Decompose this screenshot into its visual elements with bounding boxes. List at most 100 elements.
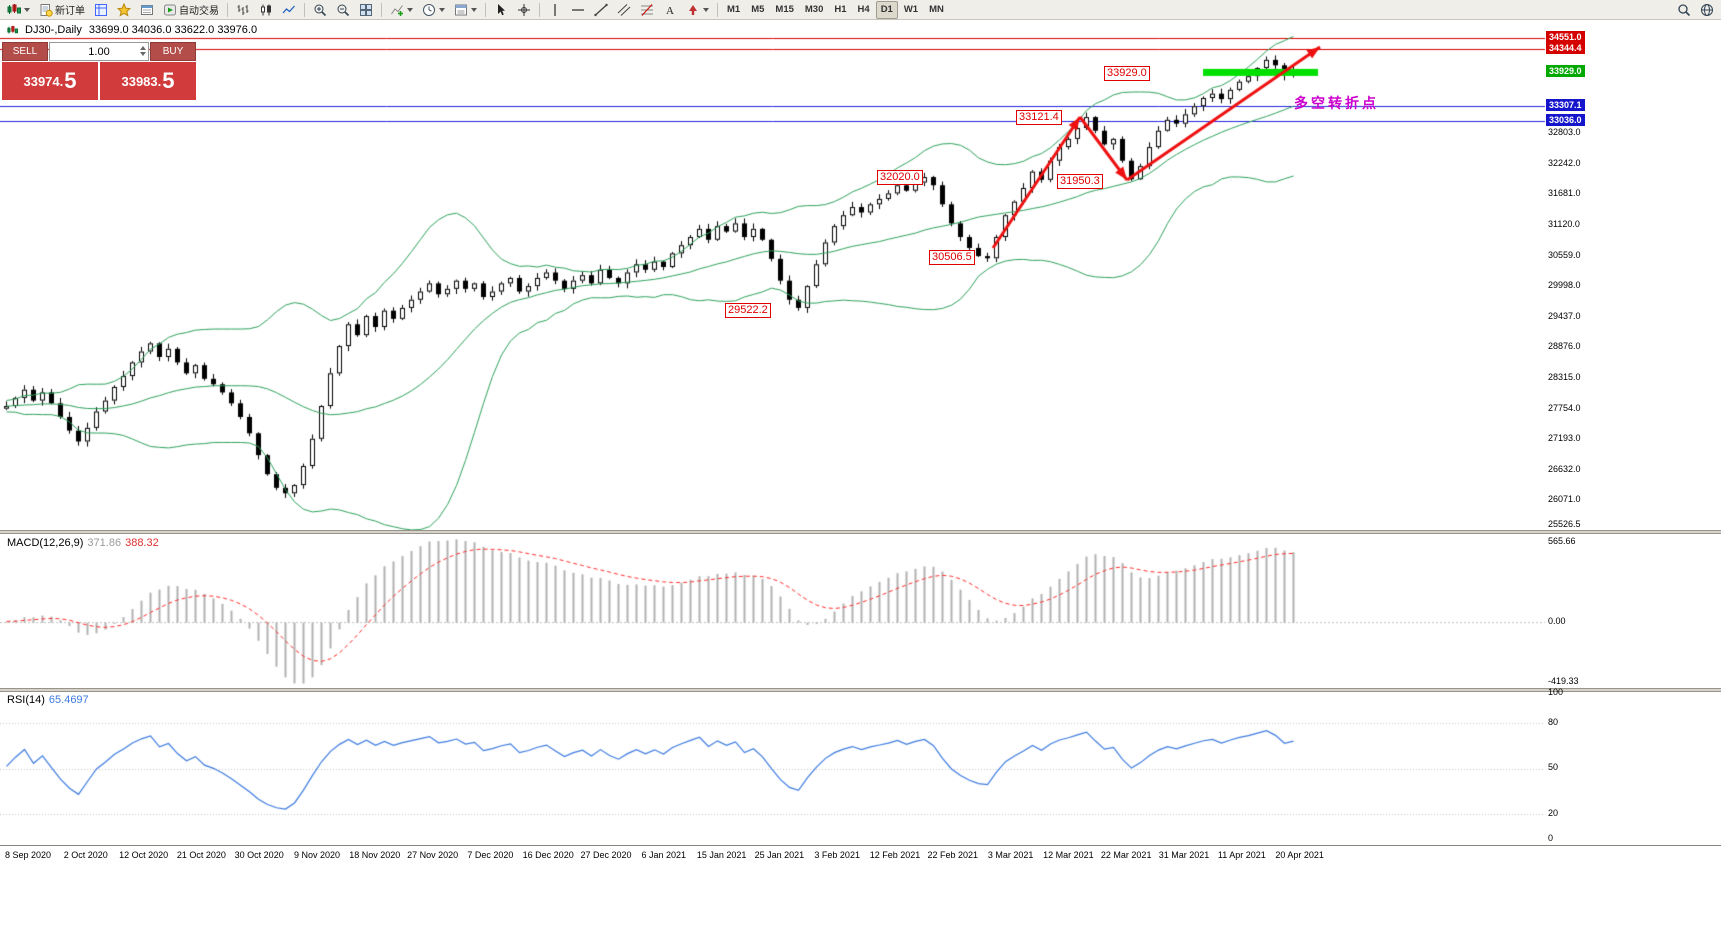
rsi-canvas[interactable] xyxy=(0,692,1721,845)
trendline-button[interactable] xyxy=(590,1,612,19)
horizontal-line-button[interactable] xyxy=(567,1,589,19)
line-chart-button[interactable] xyxy=(278,1,300,19)
panel-separator[interactable] xyxy=(0,530,1721,534)
rsi-axis-label: 100 xyxy=(1548,687,1564,697)
crosshair-icon xyxy=(517,3,531,17)
time-axis-label: 25 Jan 2021 xyxy=(754,850,805,860)
fibonacci-button[interactable] xyxy=(636,1,658,19)
terminal-icon xyxy=(140,3,154,17)
buy-button[interactable]: BUY xyxy=(150,42,196,61)
candlestick-chart-button[interactable] xyxy=(255,1,277,19)
time-axis-label: 8 Sep 2020 xyxy=(4,850,52,860)
timeframe-m5-button[interactable]: M5 xyxy=(746,1,769,19)
price-axis-label: 29998.0 xyxy=(1548,280,1581,291)
auto-trading-button[interactable]: 自动交易 xyxy=(159,1,223,19)
toolbar-separator xyxy=(717,2,718,17)
rsi-axis-label: 50 xyxy=(1548,762,1559,772)
price-axis-label: 25526.5 xyxy=(1548,519,1581,529)
toolbar-separator xyxy=(227,2,228,17)
text-label-button[interactable]: A xyxy=(659,1,681,19)
timeframe-w1-button[interactable]: W1 xyxy=(899,1,923,19)
timeframe-m30-button[interactable]: M30 xyxy=(800,1,828,19)
volume-spinner[interactable] xyxy=(140,46,146,56)
arrows-button[interactable] xyxy=(682,1,713,19)
price-axis-label: 31681.0 xyxy=(1548,188,1581,199)
bar-chart-button[interactable] xyxy=(232,1,254,19)
time-axis-label: 21 Oct 2020 xyxy=(176,850,226,860)
price-axis-label: 28876.0 xyxy=(1548,341,1581,352)
panel-separator[interactable] xyxy=(0,688,1721,692)
timeframe-d1-button[interactable]: D1 xyxy=(875,0,898,19)
buy-price-big: 5 xyxy=(162,68,175,93)
terminal-button[interactable] xyxy=(136,1,158,19)
time-axis-label: 20 Apr 2021 xyxy=(1275,850,1324,860)
chart-candle-icon xyxy=(7,25,18,36)
timeframe-mn-button[interactable]: MN xyxy=(924,1,949,19)
trendline-icon xyxy=(594,3,608,17)
line-icon xyxy=(282,3,296,17)
chart-icon xyxy=(7,25,18,36)
time-axis-label: 7 Dec 2020 xyxy=(467,850,514,860)
price-axis-label: 26632.0 xyxy=(1548,463,1581,474)
caret-down-icon xyxy=(407,7,413,12)
crosshair-button[interactable] xyxy=(513,1,535,19)
rsi-name: RSI(14) xyxy=(7,694,45,706)
vertical-line-button[interactable] xyxy=(544,1,566,19)
new-order-button[interactable]: 新订单 xyxy=(35,1,89,19)
periods-button[interactable] xyxy=(418,1,449,19)
time-axis-label: 12 Feb 2021 xyxy=(869,850,921,860)
caret-down-icon xyxy=(703,7,709,12)
new-chart-button[interactable] xyxy=(3,1,34,19)
candles-icon xyxy=(259,3,273,17)
symbol-name: DJ30-,Daily xyxy=(25,24,82,36)
sell-price-small: 33974. xyxy=(23,73,64,89)
arrow-mark-icon xyxy=(686,3,700,17)
rsi-axis-label: 80 xyxy=(1548,717,1559,727)
indicators-button[interactable] xyxy=(386,1,417,19)
time-axis-label: 16 Dec 2020 xyxy=(522,850,574,860)
tile-windows-button[interactable] xyxy=(355,1,377,19)
rsi-label: RSI(14) 65.4697 xyxy=(7,694,89,706)
sell-price-big: 5 xyxy=(64,68,77,93)
timeframe-h4-button[interactable]: H4 xyxy=(853,1,875,19)
grid-icon xyxy=(94,3,108,17)
macd-canvas[interactable] xyxy=(0,534,1721,688)
price-axis[interactable]: 32803.0 32242.0 31681.0 31120.0 30559.0 29998… xyxy=(1545,0,1721,943)
indicators-icon xyxy=(390,3,404,17)
timeframe-m1-button[interactable]: M1 xyxy=(722,1,745,19)
buy-price[interactable]: 33983. 5 xyxy=(100,62,196,100)
time-axis-label: 6 Jan 2021 xyxy=(641,850,687,860)
toolbar-separator xyxy=(304,2,305,17)
cursor-button[interactable] xyxy=(490,1,512,19)
time-axis-label: 31 Mar 2021 xyxy=(1158,850,1210,860)
timeframe-m15-button[interactable]: M15 xyxy=(770,1,798,19)
templates-button[interactable] xyxy=(450,1,481,19)
price-divider xyxy=(98,62,100,100)
main-chart-canvas[interactable] xyxy=(0,20,1721,530)
chart-symbol-info: DJ30-,Daily 33699.0 34036.0 33622.0 3397… xyxy=(7,24,257,36)
community-button[interactable] xyxy=(1696,1,1718,19)
search-icon xyxy=(1677,3,1691,17)
equidistant-channel-button[interactable] xyxy=(613,1,635,19)
timeframe-h1-button[interactable]: H1 xyxy=(829,1,851,19)
price-badge: 34344.4 xyxy=(1546,42,1585,55)
macd-main-value: 371.86 xyxy=(87,537,122,549)
market-watch-button[interactable] xyxy=(90,1,112,19)
caret-down-icon xyxy=(439,7,445,12)
time-axis-label: 22 Mar 2021 xyxy=(1100,850,1152,860)
navigator-button[interactable] xyxy=(113,1,135,19)
zoom-in-button[interactable] xyxy=(309,1,331,19)
time-axis-label: 11 Apr 2021 xyxy=(1217,850,1266,860)
macd-signal-value: 388.32 xyxy=(125,537,159,549)
sell-price[interactable]: 33974. 5 xyxy=(2,62,98,100)
price-axis-label: 27754.0 xyxy=(1548,402,1581,413)
zoom-out-button[interactable] xyxy=(332,1,354,19)
search-button[interactable] xyxy=(1673,1,1695,19)
price-axis-label: 30559.0 xyxy=(1548,249,1581,260)
sell-button[interactable]: SELL xyxy=(2,42,48,61)
time-axis-label: 15 Jan 2021 xyxy=(696,850,747,860)
svg-text:A: A xyxy=(666,5,674,17)
time-axis[interactable]: 8 Sep 2020 2 Oct 2020 12 Oct 2020 21 Oct 20… xyxy=(0,845,1721,865)
volume-input[interactable]: 1.00 xyxy=(49,42,149,61)
